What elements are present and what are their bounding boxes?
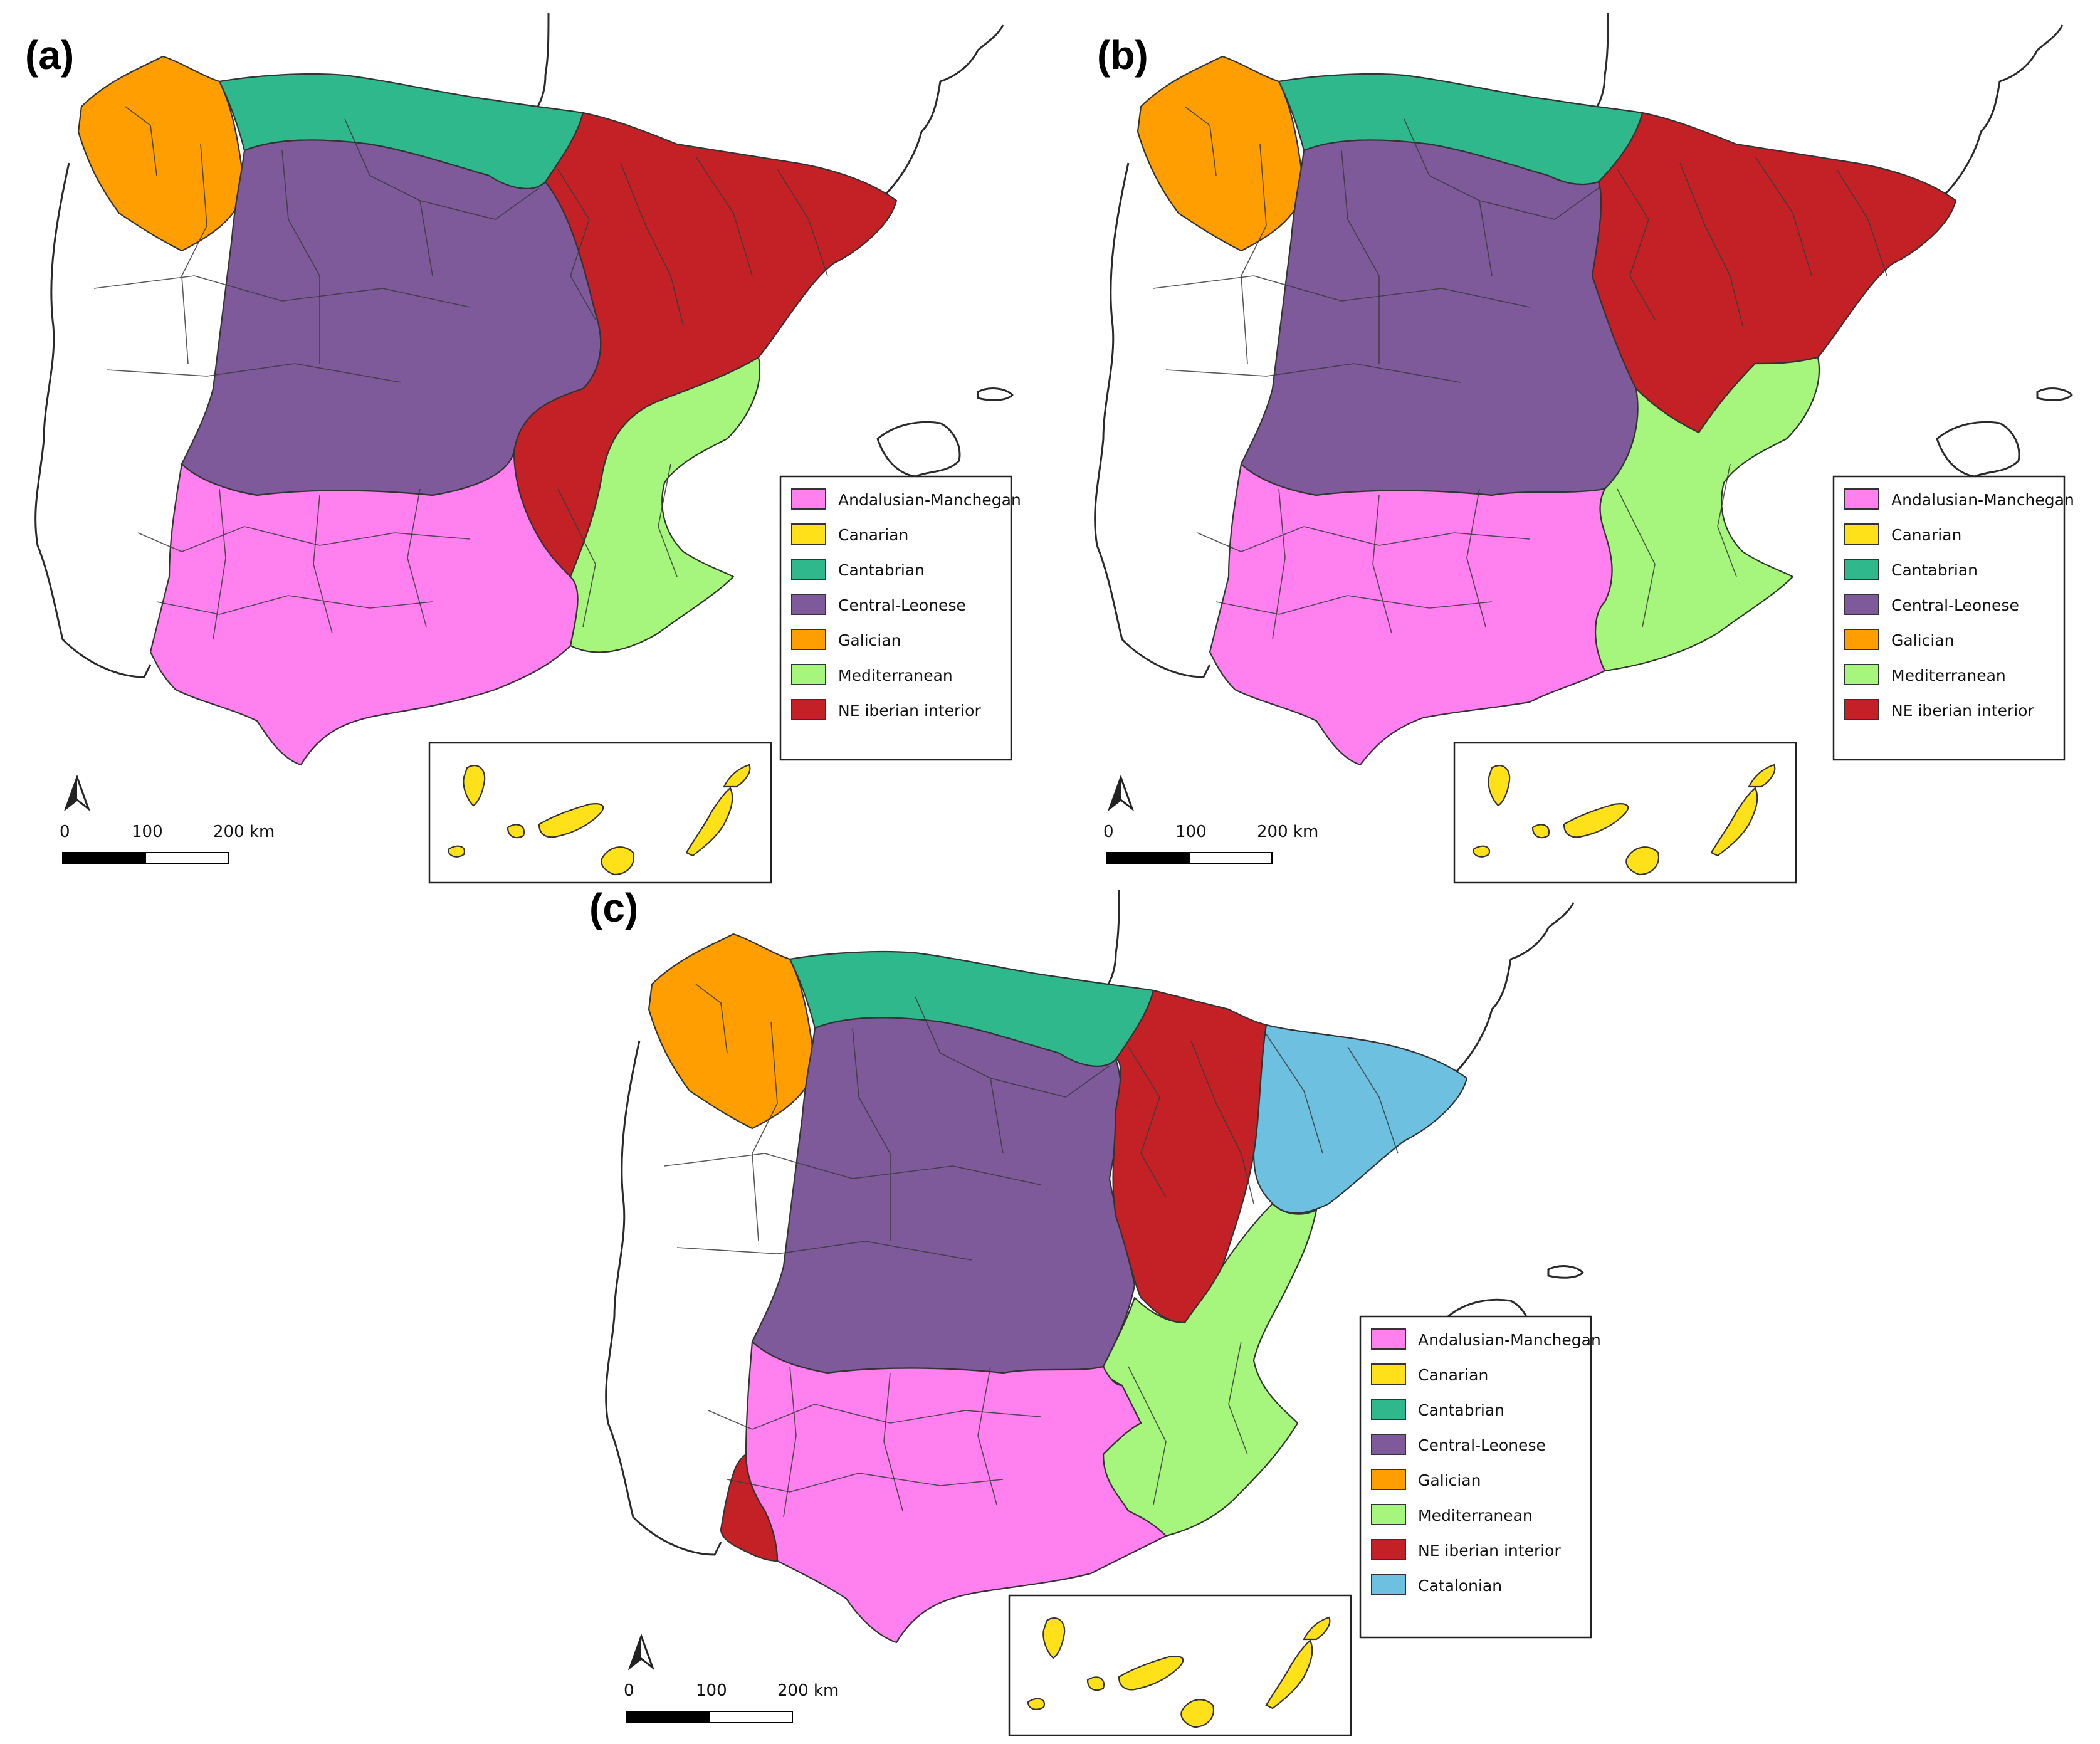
- legend-label: NE iberian interior: [838, 701, 981, 720]
- canary-inset-b: [1453, 742, 1797, 884]
- panel-label-b: (b): [1097, 33, 1148, 78]
- region-galician-a: [77, 55, 246, 252]
- legend-label: Mediterranean: [1418, 1506, 1533, 1525]
- legend-swatch: [1844, 664, 1879, 685]
- north-arrow-icon: [63, 774, 91, 812]
- legend-swatch: [791, 629, 826, 650]
- legend-swatch: [791, 488, 826, 510]
- legend-label: Mediterranean: [838, 666, 953, 685]
- scalebar-c: 0 100 200 km: [624, 1633, 839, 1723]
- map-panel-a: (a) Andalusian-Manchegan Canarian Cantabri…: [25, 11, 1021, 884]
- region-andalusian-manchegan-b: [1209, 463, 1613, 766]
- region-galician-c: [648, 933, 816, 1130]
- legend-swatch: [791, 699, 826, 720]
- scale-tick-100-c: 100: [696, 1681, 727, 1700]
- legend-swatch: [791, 523, 826, 545]
- scale-tick-200-a: 200 km: [213, 822, 275, 841]
- legend-label: Canarian: [1418, 1366, 1488, 1384]
- legend-label: Canarian: [838, 526, 908, 544]
- legend-swatch: [1371, 1539, 1406, 1560]
- scale-tick-0-b: 0: [1103, 822, 1114, 841]
- legend-label: Galician: [838, 631, 901, 649]
- scalebar-b: 0 100 200 km: [1103, 774, 1318, 864]
- legend-swatch: [1844, 488, 1879, 510]
- legend-swatch: [1371, 1574, 1406, 1595]
- legend-swatch: [1844, 523, 1879, 545]
- legend-label: Central-Leonese: [1891, 596, 2019, 614]
- legend-swatch: [791, 559, 826, 580]
- legend-b: Andalusian-Manchegan Canarian Cantabrian Ce…: [1832, 475, 2074, 761]
- scale-tick-0-c: 0: [624, 1681, 634, 1700]
- legend-swatch: [1371, 1328, 1406, 1350]
- scalebar-a: 0 100 200 km: [60, 774, 275, 864]
- north-arrow-icon: [1107, 774, 1135, 812]
- legend-label: Cantabrian: [1891, 561, 1978, 579]
- scale-tick-0-a: 0: [60, 822, 70, 841]
- legend-label: Central-Leonese: [1418, 1436, 1546, 1454]
- region-andalusian-manchegan-a: [149, 450, 579, 766]
- legend-label: Galician: [1891, 631, 1954, 649]
- north-arrow-icon: [627, 1633, 655, 1671]
- region-galician-b: [1137, 55, 1305, 252]
- legend-label: Cantabrian: [838, 561, 925, 579]
- legend-swatch: [1844, 629, 1879, 650]
- legend-label: Galician: [1418, 1471, 1481, 1489]
- legend-label: Catalonian: [1418, 1577, 1502, 1595]
- legend-label: Andalusian-Manchegan: [1891, 491, 2074, 509]
- legend-swatch: [791, 664, 826, 685]
- legend-swatch: [1371, 1434, 1406, 1455]
- legend-label: Central-Leonese: [838, 596, 966, 614]
- legend-label: Mediterranean: [1891, 666, 2006, 685]
- scale-tick-200-c: 200 km: [777, 1681, 839, 1700]
- scale-tick-100-a: 100: [132, 822, 163, 841]
- legend-swatch: [1371, 1363, 1406, 1385]
- region-central-leonese-b: [1240, 139, 1639, 496]
- canary-inset-c: [1008, 1594, 1352, 1736]
- legend-swatch: [1371, 1504, 1406, 1525]
- panel-label-c: (c): [589, 885, 638, 930]
- region-mediterranean-a: [569, 356, 761, 653]
- canary-inset-a: [428, 742, 772, 884]
- scale-tick-100-b: 100: [1175, 822, 1207, 841]
- legend-c: Andalusian-Manchegan Canarian Cantabrian Ce…: [1359, 1315, 1601, 1639]
- legend-label: NE iberian interior: [1891, 701, 2034, 720]
- legend-swatch: [791, 594, 826, 615]
- panel-label-a: (a): [25, 33, 74, 78]
- scale-tick-200-b: 200 km: [1257, 822, 1318, 841]
- legend-label: Canarian: [1891, 526, 1961, 544]
- legend-swatch: [1371, 1399, 1406, 1420]
- legend-swatch: [1844, 699, 1879, 720]
- region-catalonian-c: [1252, 1024, 1468, 1214]
- legend-a: Andalusian-Manchegan Canarian Cantabrian Ce…: [779, 475, 1021, 761]
- legend-swatch: [1844, 559, 1879, 580]
- region-central-leonese-c: [751, 1017, 1136, 1374]
- legend-swatch: [1844, 594, 1879, 615]
- map-panel-b: (b) Andalusian-Manchegan Canarian Cantabri…: [1094, 11, 2074, 884]
- legend-label: Cantabrian: [1418, 1401, 1504, 1419]
- legend-swatch: [1371, 1469, 1406, 1490]
- legend-label: Andalusian-Manchegan: [838, 491, 1021, 509]
- legend-label: Andalusian-Manchegan: [1418, 1331, 1601, 1349]
- legend-label: NE iberian interior: [1418, 1542, 1561, 1560]
